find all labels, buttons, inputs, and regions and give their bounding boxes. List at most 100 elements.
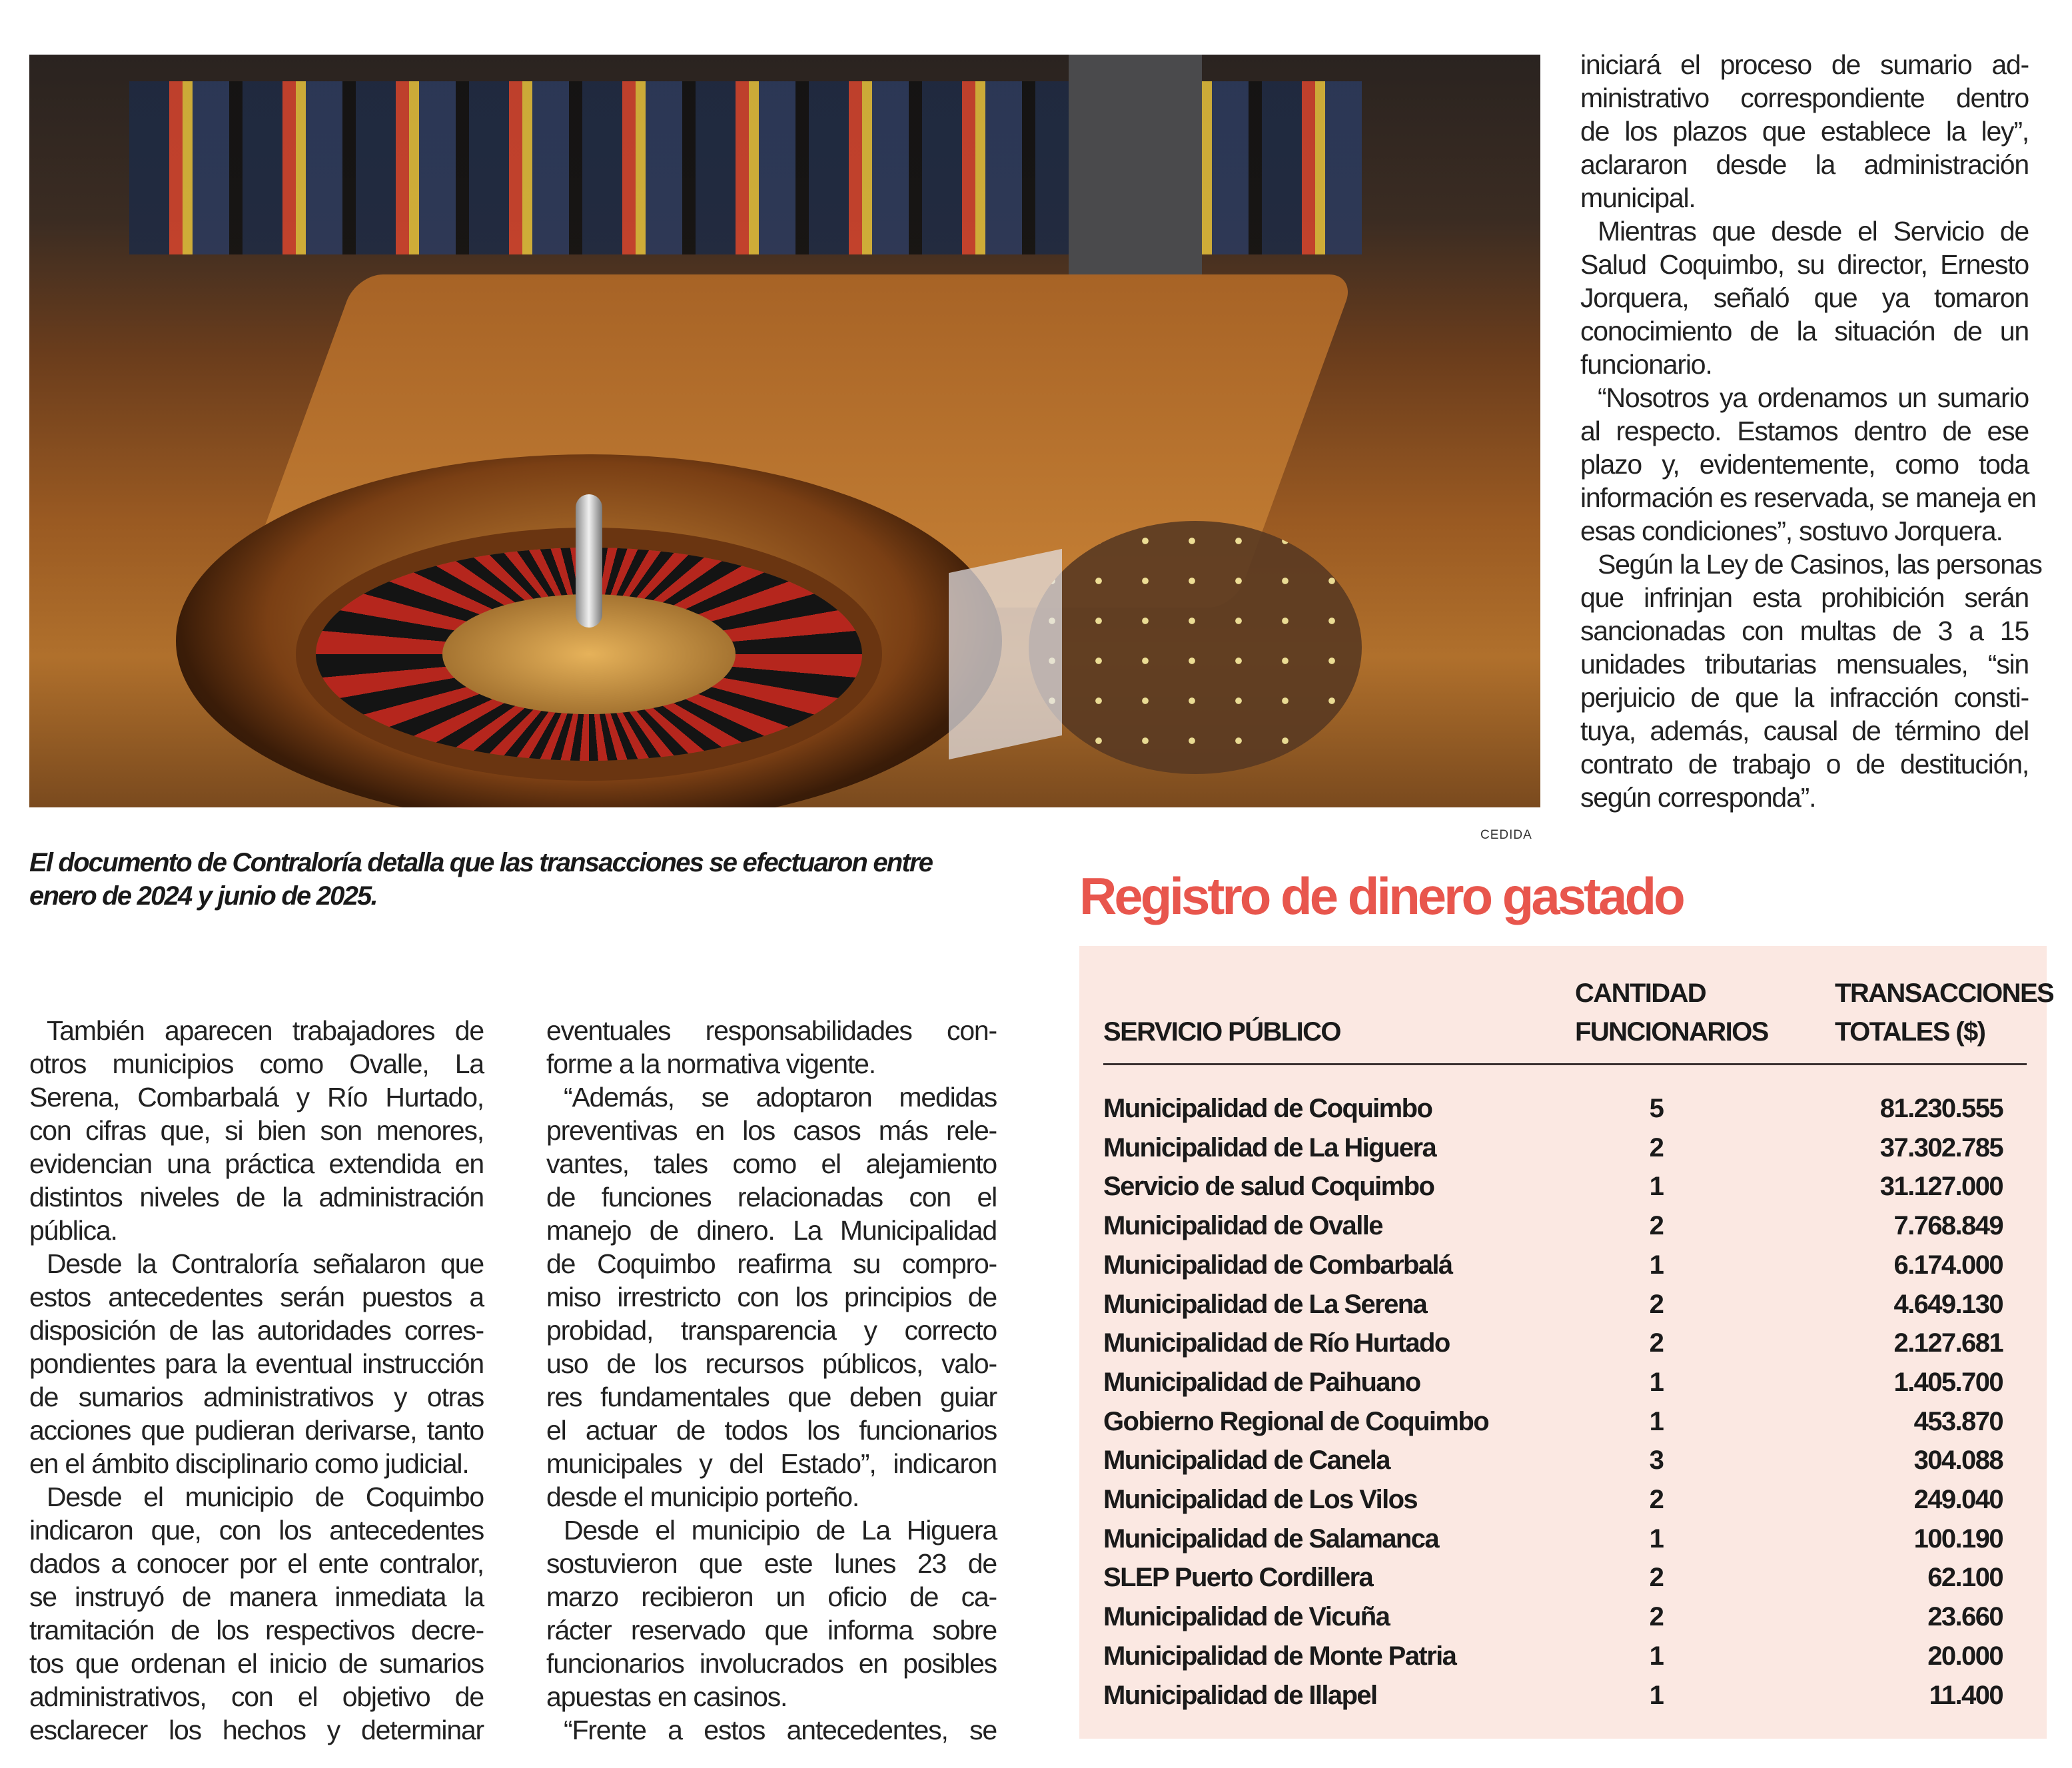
service-name: Municipalidad de Los Vilos — [1103, 1485, 1418, 1514]
text-line: Desde el municipio de Coquimbo — [47, 1482, 484, 1512]
service-name: SLEP Puerto Cordillera — [1103, 1563, 1374, 1593]
transaction-total: 304.088 — [1913, 1446, 2004, 1476]
transaction-total: 81.230.555 — [1879, 1094, 2004, 1123]
text-line: plazo y, evidentemente, como toda — [1580, 449, 2029, 480]
official-count: 1 — [1649, 1641, 1664, 1671]
casino-photo — [29, 55, 1540, 807]
header-total-1: TRANSACCIONES — [1835, 979, 2055, 1008]
text-line: eventuales responsabilidades con- — [546, 1015, 997, 1046]
text-line: el actuar de todos los funcionarios — [546, 1415, 997, 1446]
service-name: Municipalidad de Río Hurtado — [1103, 1328, 1450, 1358]
text-line: miso irrestricto con los principios de — [546, 1282, 997, 1312]
service-name: Municipalidad de La Higuera — [1103, 1132, 1437, 1162]
transaction-total: 37.302.785 — [1879, 1132, 2004, 1162]
text-line: esclarecer los hechos y determinar — [29, 1715, 484, 1745]
text-line: apuestas en casinos. — [546, 1681, 787, 1712]
transaction-total: 453.870 — [1913, 1406, 2004, 1436]
table-row: Municipalidad de Río Hurtado 2 2.127.681 — [1103, 1328, 2004, 1367]
header-service: SERVICIO PÚBLICO — [1103, 1017, 1342, 1047]
text-line: esas condiciones”, sostuvo Jorquera. — [1580, 516, 2003, 546]
transaction-total: 7.768.849 — [1893, 1211, 2003, 1241]
official-count: 1 — [1649, 1172, 1664, 1202]
service-name: Gobierno Regional de Coquimbo — [1103, 1406, 1490, 1436]
transaction-total: 20.000 — [1927, 1641, 2003, 1671]
text-line: tos que ordenan el inicio de sumarios — [29, 1648, 484, 1679]
official-count: 1 — [1649, 1680, 1664, 1710]
text-line: información es reservada, se maneja en — [1580, 482, 2037, 513]
table-row: Municipalidad de La Serena 2 4.649.130 — [1103, 1289, 2004, 1328]
text-line: indicaron que, con los antecedentes — [29, 1515, 484, 1546]
text-line: “Frente a estos antecedentes, se — [564, 1715, 997, 1745]
table-row: Municipalidad de Los Vilos 2 249.040 — [1103, 1485, 2004, 1524]
photo-caption: El documento de Contraloría detalla que … — [29, 848, 933, 911]
photo-credit: CEDIDA — [1480, 828, 1532, 842]
table-row: Gobierno Regional de Coquimbo 1 453.870 — [1103, 1406, 2004, 1446]
table-row: Municipalidad de Combarbalá 1 6.174.000 — [1103, 1250, 2004, 1289]
service-name: Municipalidad de Ovalle — [1103, 1211, 1383, 1241]
text-line: según corresponda”. — [1580, 782, 1816, 813]
chips-tray — [1029, 521, 1362, 774]
table-row: Municipalidad de Monte Patria 1 20.000 — [1103, 1641, 2004, 1680]
transaction-total: 100.190 — [1913, 1524, 2004, 1553]
official-count: 2 — [1649, 1328, 1664, 1358]
header-count-2: FUNCIONARIOS — [1575, 1017, 1769, 1047]
text-line: sostuvieron que este lunes 23 de — [546, 1548, 997, 1579]
official-count: 1 — [1649, 1524, 1664, 1553]
text-line: desde el municipio porteño. — [546, 1482, 859, 1512]
service-name: Municipalidad de La Serena — [1103, 1289, 1428, 1319]
transaction-total: 62.100 — [1927, 1563, 2003, 1593]
service-name: Municipalidad de Illapel — [1103, 1680, 1378, 1710]
text-line: evidencian una práctica extendida en — [29, 1148, 484, 1179]
table-sign — [949, 548, 1062, 760]
article-column-1: También aparecen trabajadores de otros mu… — [29, 1014, 484, 1747]
text-line: Serena, Combarbalá y Río Hurtado, — [29, 1082, 484, 1112]
header-total-2: TOTALES ($) — [1835, 1017, 1986, 1047]
text-line: funcionario. — [1580, 349, 1713, 380]
official-count: 2 — [1649, 1132, 1664, 1162]
text-line: rácter reservado que informa sobre — [546, 1615, 997, 1645]
table-row: Municipalidad de Coquimbo 5 81.230.555 — [1103, 1094, 2004, 1132]
transaction-total: 249.040 — [1913, 1485, 2004, 1514]
text-line: estos antecedentes serán puestos a — [29, 1282, 484, 1312]
text-line: iniciará el proceso de sumario ad- — [1580, 49, 2029, 80]
text-line: disposición de las autoridades corres- — [29, 1315, 484, 1346]
official-count: 2 — [1649, 1485, 1664, 1514]
transaction-total: 11.400 — [1929, 1680, 2003, 1710]
service-name: Municipalidad de Combarbalá — [1103, 1250, 1453, 1280]
text-line: Mientras que desde el Servicio de — [1598, 216, 2029, 246]
text-line: conocimiento de la situación de un — [1580, 316, 2029, 346]
transaction-total: 2.127.681 — [1893, 1328, 2003, 1358]
service-name: Municipalidad de Paihuano — [1103, 1367, 1421, 1397]
text-line: que infrinjan esta prohibición serán — [1580, 582, 2029, 613]
text-line: “Nosotros ya ordenamos un sumario — [1598, 382, 2029, 413]
transaction-total: 6.174.000 — [1893, 1250, 2003, 1280]
header-count-1: CANTIDAD — [1575, 979, 1707, 1008]
table-row: Municipalidad de Ovalle 2 7.768.849 — [1103, 1211, 2004, 1250]
text-line: Salud Coquimbo, su director, Ernesto — [1580, 249, 2029, 280]
text-line: de funciones relacionadas con el — [546, 1182, 997, 1212]
text-line: marzo recibieron un oficio de ca- — [546, 1581, 997, 1612]
table-row: Municipalidad de Vicuña 2 23.660 — [1103, 1602, 2004, 1641]
official-count: 5 — [1649, 1094, 1664, 1123]
text-line: ministrativo correspondiente dentro — [1580, 83, 2029, 113]
table-row: Municipalidad de Paihuano 1 1.405.700 — [1103, 1367, 2004, 1406]
service-name: Municipalidad de Coquimbo — [1103, 1094, 1433, 1123]
official-count: 2 — [1649, 1211, 1664, 1241]
text-line: Desde la Contraloría señalaron que — [47, 1248, 484, 1279]
table-row: Municipalidad de Illapel 1 11.400 — [1103, 1680, 2004, 1719]
text-line: municipales y del Estado”, indicaron — [546, 1448, 997, 1479]
text-line: de los plazos que establece la ley”, — [1580, 116, 2029, 147]
text-line: al respecto. Estamos dentro de ese — [1580, 416, 2029, 446]
text-line: contrato de trabajo o de destitución, — [1580, 749, 2029, 779]
text-line: res fundamentales que deben guiar — [546, 1382, 997, 1412]
text-line: aclararon desde la administración — [1580, 149, 2029, 180]
spending-table: SERVICIO PÚBLICO CANTIDAD FUNCIONARIOS T… — [1079, 946, 2055, 1739]
text-line: preventivas en los casos más rele- — [546, 1115, 997, 1146]
official-count: 2 — [1649, 1602, 1664, 1632]
header-divider — [1103, 1063, 2027, 1065]
transaction-total: 23.660 — [1927, 1602, 2003, 1632]
service-name: Municipalidad de Vicuña — [1103, 1602, 1390, 1632]
roulette-spindle — [576, 494, 602, 628]
text-line: de sumarios administrativos y otras — [29, 1382, 484, 1412]
text-line: tuya, además, causal de término del — [1580, 715, 2029, 746]
